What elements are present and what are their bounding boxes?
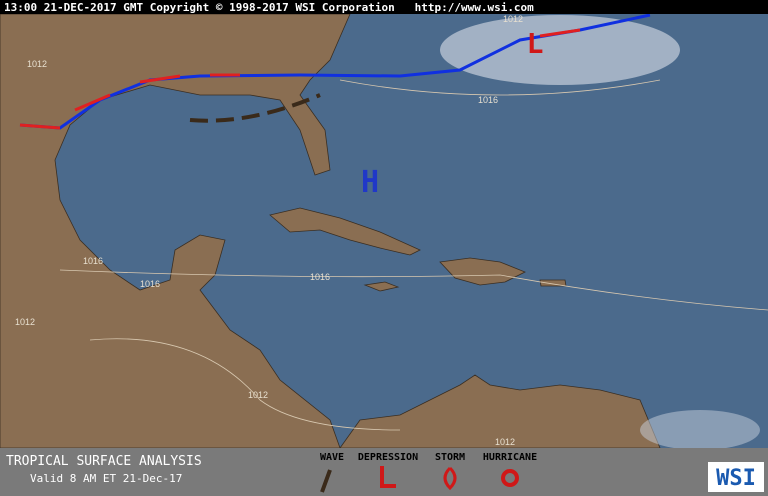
- cold-front: [19, 13, 651, 130]
- footer-valid: Valid 8 AM ET 21-Dec-17: [30, 472, 182, 485]
- isobar-label: 1012: [503, 14, 523, 24]
- hurricane-symbol: [501, 469, 519, 487]
- isobar-label: 1016: [478, 95, 498, 105]
- logo: WSI: [716, 466, 756, 491]
- cuba: [269, 207, 421, 256]
- legend-label: DEPRESSION: [358, 452, 418, 463]
- depression-symbol: [380, 466, 396, 488]
- trough: [189, 93, 321, 123]
- cloud: [640, 410, 760, 450]
- isobar-label: 1016: [310, 272, 330, 282]
- jamaica: [363, 281, 400, 292]
- north-america: [0, 13, 351, 449]
- storm-symbol: [443, 466, 457, 491]
- logo-box: [708, 462, 764, 492]
- isobar-label: 1012: [495, 437, 515, 447]
- hispaniola: [439, 257, 526, 286]
- south-america: [339, 374, 661, 449]
- isobar-label: 1016: [83, 256, 103, 266]
- warm-front: [19, 28, 581, 130]
- isobar-label: 1012: [248, 390, 268, 400]
- isobar: [339, 79, 661, 96]
- cloud: [440, 15, 680, 85]
- isobar-label: 1012: [27, 59, 47, 69]
- footer-title: TROPICAL SURFACE ANALYSIS: [6, 454, 202, 469]
- isobar-labels: 1012 1012 1016 1016 1016 1016 1012 1012 1012: [15, 14, 523, 447]
- isobar-label: 1016: [140, 279, 160, 289]
- wave-symbol: [320, 469, 332, 493]
- low-center: L: [527, 27, 544, 60]
- legend-label: WAVE: [320, 452, 344, 463]
- isobar: [89, 338, 401, 431]
- header-text: 13:00 21-DEC-2017 GMT Copyright © 1998-2…: [4, 1, 534, 14]
- isobar-label: 1012: [15, 317, 35, 327]
- high-center: H: [361, 165, 379, 200]
- legend-label: STORM: [435, 452, 465, 463]
- legend-label: HURRICANE: [483, 452, 537, 463]
- isobar: [59, 269, 768, 311]
- header-bar: [0, 0, 768, 14]
